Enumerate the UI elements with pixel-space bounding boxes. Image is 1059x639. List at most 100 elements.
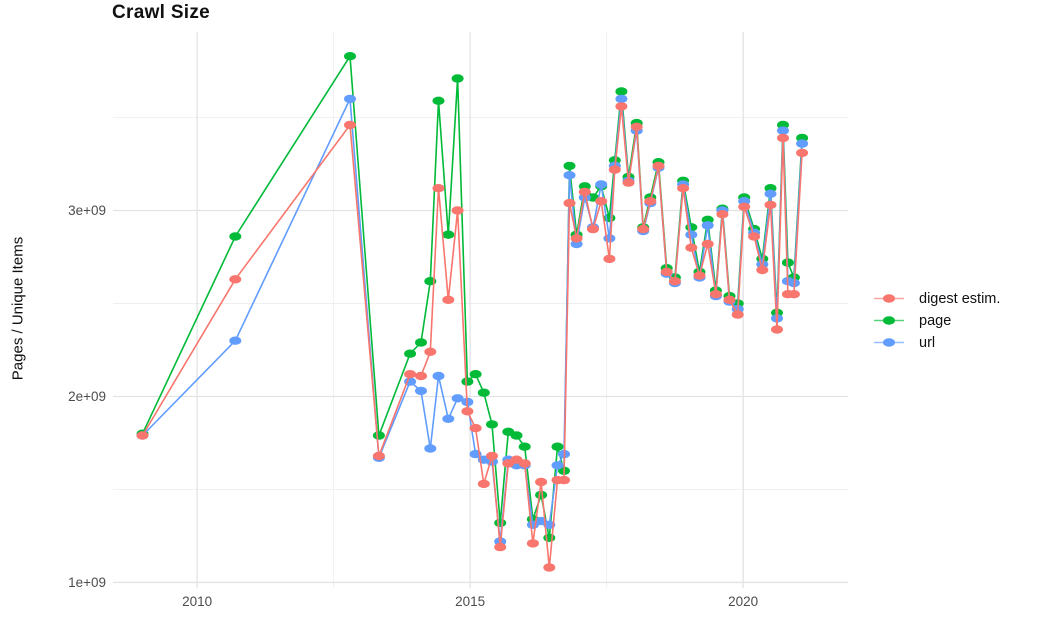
data-point-digest-estim xyxy=(587,224,599,234)
data-point-digest-estim xyxy=(595,197,608,206)
data-point-digest-estim xyxy=(469,423,482,433)
legend-key-icon xyxy=(874,316,904,325)
data-point-digest-estim xyxy=(603,254,616,264)
data-point-digest-estim xyxy=(748,232,761,241)
data-point-page xyxy=(535,490,548,500)
data-point-digest-estim xyxy=(701,239,714,249)
data-point-url xyxy=(615,94,628,104)
data-point-digest-estim xyxy=(570,234,583,243)
data-point-digest-estim xyxy=(404,370,417,379)
data-point-digest-estim xyxy=(486,451,498,461)
data-point-digest-estim xyxy=(563,198,576,208)
data-point-digest-estim xyxy=(477,479,490,489)
data-point-page xyxy=(510,431,523,440)
data-point-digest-estim xyxy=(709,290,722,299)
data-point-digest-estim xyxy=(229,275,242,284)
y-axis-tick-label: 2e+09 xyxy=(68,389,106,404)
data-point-url xyxy=(563,171,576,180)
data-point-digest-estim xyxy=(777,133,789,143)
data-point-digest-estim xyxy=(518,459,531,468)
data-point-url xyxy=(415,386,427,396)
data-point-url xyxy=(685,230,698,239)
data-point-digest-estim xyxy=(731,310,744,319)
data-point-digest-estim xyxy=(787,290,800,299)
data-point-url xyxy=(432,371,445,381)
data-point-digest-estim xyxy=(415,371,427,381)
data-point-digest-estim xyxy=(526,539,539,548)
data-point-url xyxy=(229,336,242,345)
data-point-page xyxy=(615,87,628,96)
data-point-digest-estim xyxy=(660,267,673,277)
data-point-url xyxy=(764,189,777,198)
data-point-digest-estim xyxy=(451,206,464,215)
x-axis-tick-label: 2015 xyxy=(455,594,485,609)
data-point-url xyxy=(777,126,789,135)
data-point-digest-estim xyxy=(630,122,643,131)
data-point-digest-estim xyxy=(652,161,665,171)
data-point-digest-estim xyxy=(424,347,437,356)
data-point-page xyxy=(442,230,455,239)
data-point-digest-estim xyxy=(535,477,548,487)
data-point-page xyxy=(229,232,242,241)
data-point-digest-estim xyxy=(615,102,628,111)
data-point-url xyxy=(451,394,464,403)
data-point-digest-estim xyxy=(622,178,635,187)
data-point-digest-estim xyxy=(716,210,729,219)
data-point-digest-estim xyxy=(494,542,507,552)
data-point-digest-estim xyxy=(344,120,356,130)
data-point-digest-estim xyxy=(771,325,783,334)
data-point-page xyxy=(486,420,498,429)
data-point-page xyxy=(372,431,385,440)
data-point-digest-estim xyxy=(442,295,455,304)
data-point-page xyxy=(461,377,474,386)
data-point-digest-estim xyxy=(644,197,657,206)
data-point-digest-estim xyxy=(738,202,751,211)
data-point-digest-estim xyxy=(372,451,385,461)
data-point-digest-estim xyxy=(543,563,556,572)
x-axis-tick-label: 2020 xyxy=(728,594,758,609)
legend-label: page xyxy=(919,312,952,329)
legend-item-page: page xyxy=(872,312,1000,329)
data-point-url xyxy=(701,221,714,230)
series-line-digest-estim xyxy=(141,105,803,569)
legend-label: url xyxy=(919,334,936,351)
data-point-url xyxy=(595,180,608,189)
data-point-page xyxy=(477,388,490,397)
series-line-page xyxy=(141,55,803,539)
series-line-url xyxy=(141,98,803,543)
data-point-page xyxy=(551,442,564,451)
data-point-url xyxy=(442,414,455,423)
data-point-page xyxy=(415,338,427,347)
legend: digest estim. page url xyxy=(872,290,1001,351)
data-point-page xyxy=(494,518,507,528)
data-point-digest-estim xyxy=(608,165,621,174)
legend-item-digest-estim: digest estim. xyxy=(872,290,1001,307)
data-point-digest-estim xyxy=(764,200,777,210)
legend-key-icon xyxy=(874,294,904,303)
chart-title: Crawl Size xyxy=(112,2,211,23)
data-point-digest-estim xyxy=(136,431,149,440)
data-point-url xyxy=(344,94,356,104)
legend-label: digest estim. xyxy=(919,290,1001,307)
y-axis-tick-label: 3e+09 xyxy=(68,203,106,218)
data-point-page xyxy=(469,370,482,379)
data-point-page xyxy=(432,96,445,106)
data-point-url xyxy=(796,139,809,148)
data-point-digest-estim xyxy=(578,187,591,197)
data-point-digest-estim xyxy=(796,148,809,158)
data-point-page xyxy=(543,533,556,542)
legend-item-url: url xyxy=(872,334,1000,351)
data-point-digest-estim xyxy=(637,224,650,234)
data-point-page xyxy=(518,442,531,451)
data-point-page xyxy=(344,52,356,61)
data-point-digest-estim xyxy=(677,184,690,193)
y-axis-tick-label: 1e+09 xyxy=(68,575,106,590)
data-point-digest-estim xyxy=(685,243,698,252)
x-axis-tick-label: 2010 xyxy=(182,594,212,609)
data-point-digest-estim xyxy=(756,265,769,275)
data-point-url xyxy=(424,444,437,453)
data-point-digest-estim xyxy=(693,271,706,280)
data-point-url xyxy=(543,520,556,529)
